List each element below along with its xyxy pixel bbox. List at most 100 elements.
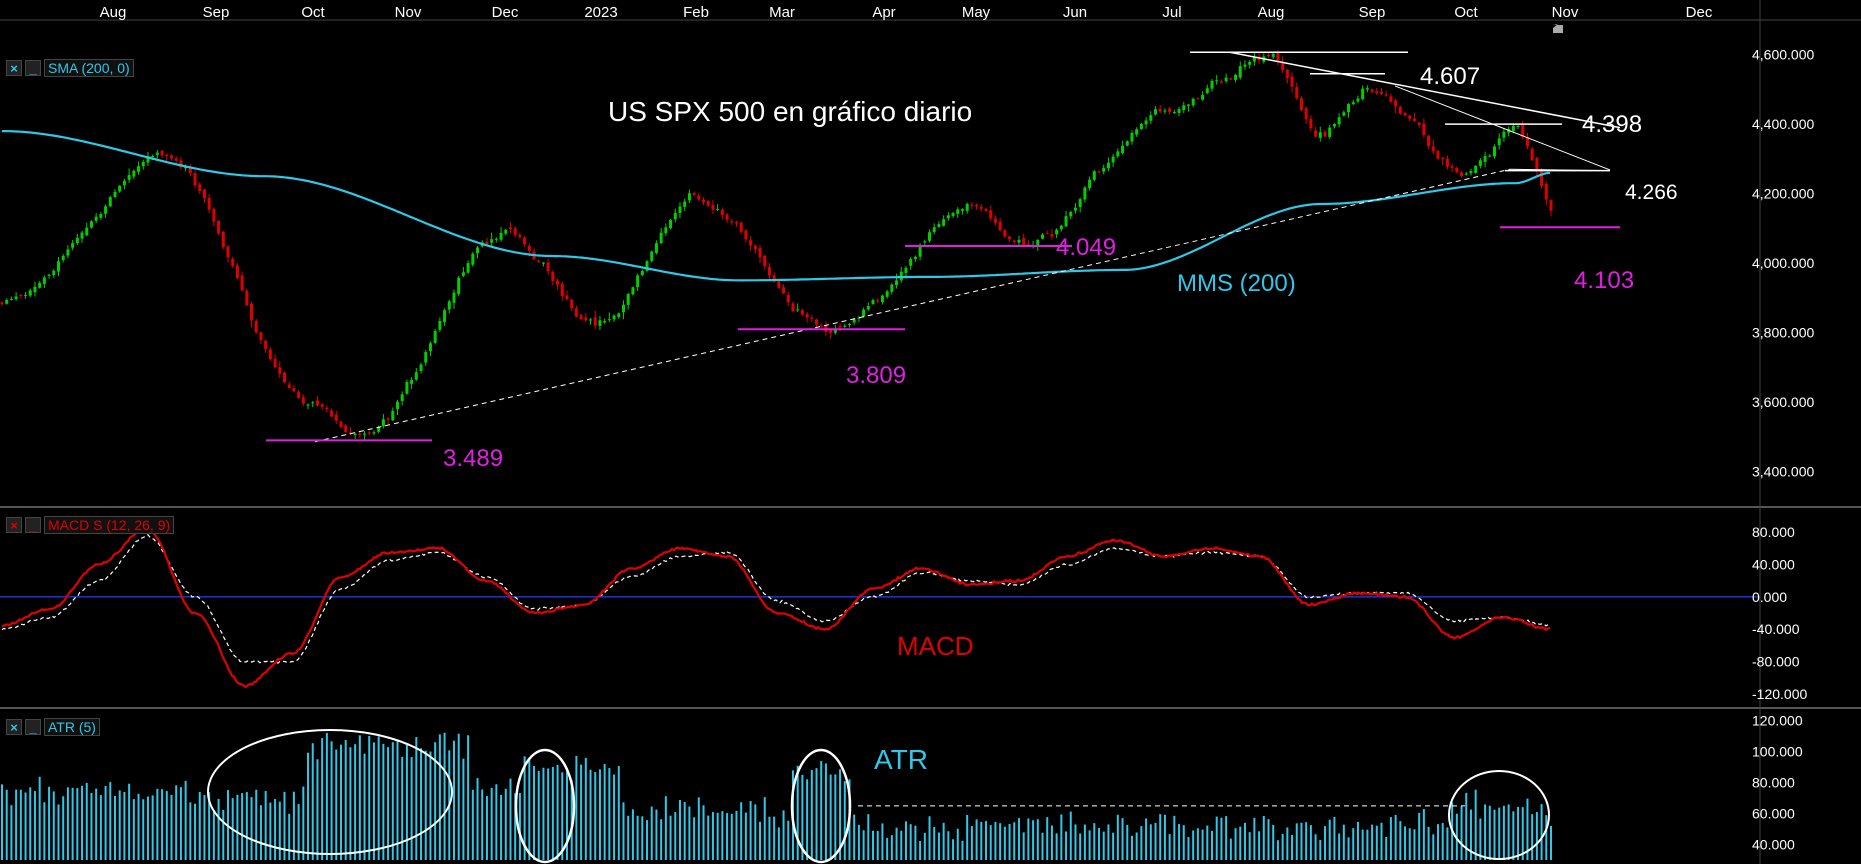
atr-bar [5, 789, 8, 860]
candle-body [75, 238, 79, 244]
atr-bar [575, 755, 578, 860]
candle-body [428, 343, 432, 352]
candle-body [1337, 117, 1341, 125]
candle-body [1102, 167, 1106, 172]
atr-bar [1079, 833, 1082, 860]
atr-bar [740, 802, 743, 860]
atr-bar [1032, 820, 1035, 860]
atr-bar [909, 824, 912, 860]
minimize-icon[interactable]: _ [25, 60, 41, 76]
atr-bar [109, 782, 112, 860]
candle-body [485, 241, 489, 245]
candle-body [47, 274, 51, 276]
atr-bar [1055, 833, 1058, 860]
candle-body [42, 277, 46, 284]
candle-body [838, 326, 842, 328]
candle-body [1050, 234, 1054, 237]
candle-body [1285, 69, 1289, 79]
atr-bar [1418, 812, 1421, 860]
atr-bar [523, 756, 526, 860]
atr-bar [1474, 789, 1477, 860]
triangle-upper-line [1394, 85, 1611, 171]
atr-indicator-label[interactable]: ATR (5) [44, 718, 100, 736]
month-tick-label: Feb [683, 4, 709, 21]
candle-body [800, 310, 804, 315]
candle-body [866, 306, 870, 310]
atr-bar [1371, 824, 1374, 860]
candle-body [471, 253, 475, 265]
candle-body [796, 309, 800, 311]
candle-body [833, 328, 837, 333]
minimize-icon[interactable]: _ [25, 719, 41, 735]
atr-bar [636, 815, 639, 860]
candle-body [692, 193, 696, 195]
candle-body [1083, 187, 1087, 200]
candle-body [1347, 104, 1351, 113]
close-icon[interactable]: × [6, 517, 22, 533]
atr-bar [721, 811, 724, 860]
macd-axis-tick-label: -80.000 [1752, 654, 1800, 670]
sma-indicator-label[interactable]: SMA (200, 0) [44, 59, 134, 77]
candle-body [589, 319, 593, 321]
candle-body [1234, 74, 1238, 80]
candle-body [1243, 64, 1247, 67]
candle-body [612, 315, 616, 320]
atr-bar [15, 789, 18, 860]
candle-body [405, 382, 409, 394]
candle-body [1069, 212, 1073, 217]
candle-body [1460, 172, 1464, 177]
atr-bar [655, 809, 658, 860]
atr-bar [1333, 816, 1336, 860]
atr-bar [1027, 818, 1030, 860]
candle-body [268, 349, 272, 360]
candle-body [85, 227, 89, 236]
atr-bar [1460, 806, 1463, 860]
candle-body [122, 180, 126, 186]
candle-body [758, 247, 762, 258]
atr-bar [316, 759, 319, 860]
atr-axis-tick-label: 100.000 [1752, 744, 1803, 760]
candle-body [353, 433, 357, 435]
atr-bar [104, 785, 107, 860]
minimize-icon[interactable]: _ [25, 517, 41, 533]
candle-body [1238, 66, 1242, 78]
candle-body [1154, 109, 1158, 115]
atr-bar [387, 747, 390, 860]
candle-body [772, 275, 776, 282]
candle-body [1097, 171, 1101, 173]
atr-bar [170, 794, 173, 860]
chart-title: US SPX 500 en gráfico diario [608, 96, 972, 127]
candle-body [570, 299, 574, 309]
atr-bar [198, 792, 201, 860]
candle-body [975, 205, 979, 207]
atr-bar [862, 830, 865, 860]
atr-bar [584, 757, 587, 860]
candle-body [1502, 131, 1506, 138]
atr-bar [1531, 814, 1534, 860]
candle-body [767, 267, 771, 276]
atr-bar [203, 795, 206, 860]
candle-body [1092, 171, 1096, 180]
atr-bar [10, 805, 13, 860]
atr-bar [683, 802, 686, 860]
atr-bar [580, 764, 583, 860]
candle-body [504, 229, 508, 234]
atr-bar [1540, 804, 1543, 860]
candle-body [664, 227, 668, 234]
atr-bar [415, 737, 418, 860]
atr-bar [933, 827, 936, 860]
atr-bar [565, 767, 568, 860]
atr-bar [1517, 806, 1520, 860]
level-label-4049: 4.049 [1056, 234, 1116, 261]
macd-indicator-label[interactable]: MACD S (12, 26, 9) [44, 516, 175, 534]
candle-body [66, 249, 70, 256]
atr-bar [1173, 815, 1176, 860]
atr-bar [1215, 816, 1218, 860]
close-icon[interactable]: × [6, 60, 22, 76]
candle-body [28, 290, 32, 296]
candle-body [367, 432, 371, 434]
candle-body [1469, 171, 1473, 174]
candle-body [80, 232, 84, 239]
atr-bar [363, 753, 366, 860]
close-icon[interactable]: × [6, 719, 22, 735]
